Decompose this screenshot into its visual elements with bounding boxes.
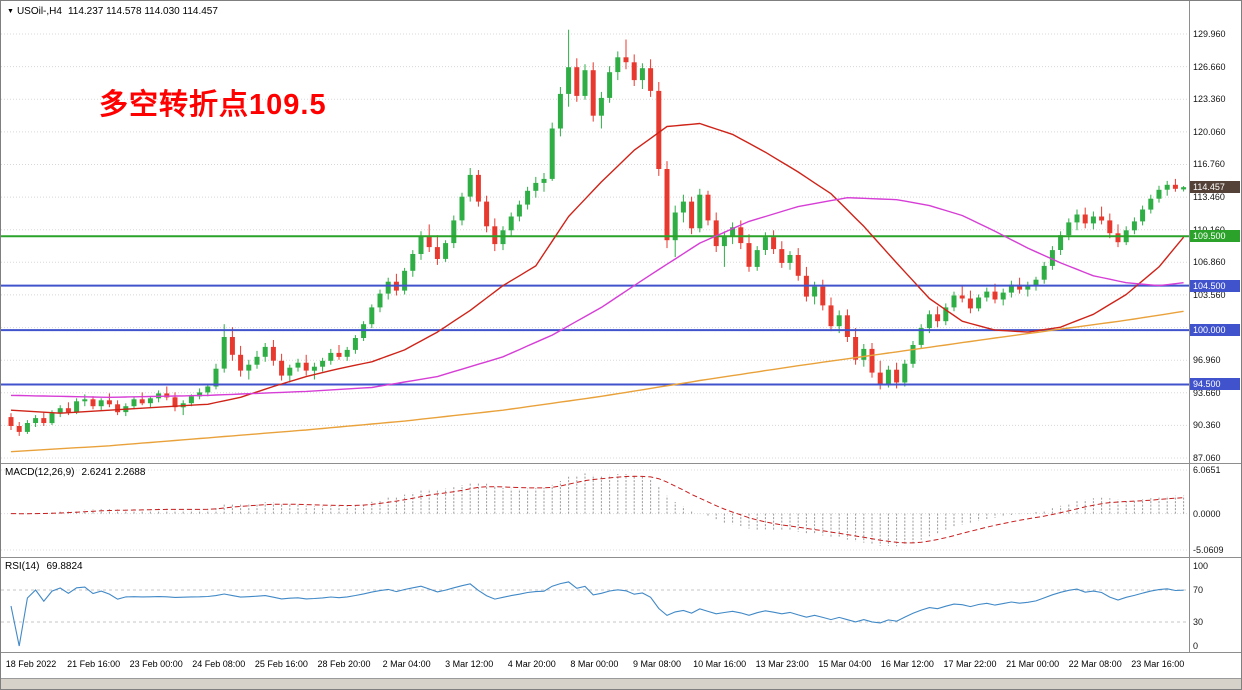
macd-plot[interactable] <box>1 464 1189 557</box>
grid-layer <box>1 33 1189 459</box>
candles-layer <box>8 29 1187 436</box>
price-pane: 87.06090.36093.66096.960100.260103.56010… <box>1 1 1241 463</box>
time-label: 17 Mar 22:00 <box>943 659 997 669</box>
levels-layer <box>1 235 1189 386</box>
level-badge: 109.500 <box>1190 230 1240 243</box>
time-label: 8 Mar 00:00 <box>570 659 619 669</box>
price-tick-label: 120.060 <box>1193 126 1226 137</box>
macd-values: 2.6241 2.2688 <box>81 467 146 478</box>
price-tick-label: 106.860 <box>1193 257 1226 268</box>
macd-signal-line <box>10 475 1184 544</box>
rsi-line <box>10 581 1184 647</box>
price-tick-label: 126.660 <box>1193 61 1226 72</box>
time-label: 21 Feb 16:00 <box>67 659 121 669</box>
price-tick-label: 129.960 <box>1193 29 1226 39</box>
price-tick-label: 103.560 <box>1193 289 1226 300</box>
slow-ma <box>10 310 1184 453</box>
rsi-label: RSI(14) 69.8824 <box>5 561 83 572</box>
macd-tick-label: 6.0651 <box>1193 464 1221 475</box>
level-badge: 104.500 <box>1190 279 1240 292</box>
macd-name: MACD(12,26,9) <box>5 467 75 478</box>
time-label: 3 Mar 12:00 <box>445 659 494 669</box>
level-badge: 94.500 <box>1190 378 1240 391</box>
candlestick-chart[interactable] <box>1 1 1189 463</box>
price-axis[interactable]: 87.06090.36093.66096.960100.260103.56010… <box>1189 1 1241 463</box>
time-label: 4 Mar 20:00 <box>507 659 556 669</box>
trend-annotation[interactable]: 多空转折点109.5 <box>99 89 327 121</box>
price-tick-label: 96.960 <box>1193 355 1221 366</box>
macd-tick-label: -5.0609 <box>1193 544 1224 555</box>
macd-tick-label: 0.0000 <box>1193 508 1221 519</box>
time-label: 18 Feb 2022 <box>5 659 57 669</box>
price-tick-label: 123.360 <box>1193 94 1226 105</box>
macd-axis[interactable]: 6.0651 0.0000 -5.0609 <box>1189 464 1241 557</box>
price-tick-label: 116.760 <box>1193 159 1225 170</box>
fast-ma <box>10 122 1185 414</box>
price-tick-label: 93.660 <box>1193 387 1221 398</box>
rsi-axis[interactable]: 100 70 30 0 <box>1189 558 1241 652</box>
time-label: 9 Mar 08:00 <box>632 659 682 669</box>
time-label: 21 Mar 00:00 <box>1006 659 1060 669</box>
macd-label: MACD(12,26,9) 2.6241 2.2688 <box>5 467 145 478</box>
price-tick-label: 87.060 <box>1193 453 1221 463</box>
rsi-tick-label: 70 <box>1193 585 1204 595</box>
time-axis[interactable]: 18 Feb 2022 21 Feb 16:00 23 Feb 00:00 24 Fe… <box>1 652 1241 678</box>
chart-header: ▼ USOil-,H4 114.237 114.578 114.030 114.45… <box>7 6 218 17</box>
time-label: 23 Feb 00:00 <box>129 659 183 669</box>
ohlc-readout: 114.237 114.578 114.030 114.457 <box>67 6 218 17</box>
symbol-dropdown-icon[interactable]: ▼ <box>7 8 14 15</box>
rsi-tick-label: 30 <box>1193 617 1204 627</box>
mid-ma <box>10 197 1184 398</box>
time-label: 13 Mar 23:00 <box>755 659 809 669</box>
macd-histogram <box>18 473 1185 547</box>
current-price-badge: 114.457 <box>1190 181 1240 194</box>
price-tick-label: 90.360 <box>1193 420 1221 431</box>
rsi-name: RSI(14) <box>5 561 40 572</box>
time-label: 10 Mar 16:00 <box>693 659 747 669</box>
rsi-plot[interactable] <box>1 558 1189 652</box>
time-label: 24 Feb 08:00 <box>192 659 246 669</box>
time-label: 15 Mar 04:00 <box>818 659 872 669</box>
window-bottom-strip <box>1 678 1241 689</box>
price-tick-label: 110.160 <box>1193 225 1225 235</box>
level-badge: 100.000 <box>1190 324 1240 337</box>
time-label: 2 Mar 04:00 <box>382 659 431 669</box>
rsi-value: 69.8824 <box>46 561 83 572</box>
symbol-timeframe: USOil-,H4 <box>16 6 62 17</box>
price-tick-label: 113.460 <box>1193 192 1225 203</box>
time-label: 22 Mar 08:00 <box>1068 659 1122 669</box>
rsi-pane: 100 70 30 0 RSI(14) 69.8824 <box>1 557 1241 652</box>
time-label: 23 Mar 16:00 <box>1131 659 1185 669</box>
time-label: 16 Mar 12:00 <box>880 659 934 669</box>
time-label: 28 Feb 20:00 <box>317 659 371 669</box>
macd-pane: 6.0651 0.0000 -5.0609 MACD(12,26,9) 2.6241 … <box>1 463 1241 557</box>
rsi-tick-label: 0 <box>1193 641 1199 651</box>
time-label: 25 Feb 16:00 <box>254 659 308 669</box>
rsi-tick-label: 100 <box>1193 561 1209 571</box>
